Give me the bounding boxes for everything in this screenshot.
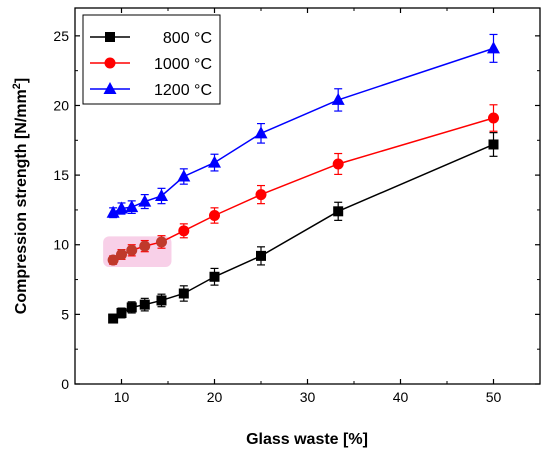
legend-marker xyxy=(104,57,116,69)
legend-label: 1200 °C xyxy=(154,82,212,99)
data-point xyxy=(116,307,127,318)
y-axis-title-end: ] xyxy=(13,78,30,83)
data-point xyxy=(126,244,138,256)
ticks-layer: 10 20 30 40 50 0 5 10 15 20 25 xyxy=(53,8,541,405)
data-point xyxy=(139,240,151,252)
data-point xyxy=(177,169,191,182)
y-tick-label: 15 xyxy=(53,167,69,183)
data-point xyxy=(331,92,345,105)
data-point xyxy=(155,236,167,248)
x-tick-label: 10 xyxy=(114,389,130,405)
series-line xyxy=(112,47,494,214)
data-point xyxy=(256,250,266,261)
data-point xyxy=(178,225,190,237)
data-point xyxy=(488,112,499,124)
data-point xyxy=(488,139,499,150)
x-tick-label: 30 xyxy=(300,389,316,405)
series-layer xyxy=(106,33,500,324)
y-tick-label: 20 xyxy=(53,97,69,113)
data-point xyxy=(487,41,500,54)
y-tick-label: 10 xyxy=(53,237,69,253)
series-line xyxy=(112,143,494,320)
x-axis-title: Glass waste [%] xyxy=(246,431,368,448)
data-point xyxy=(254,126,268,139)
data-point xyxy=(138,194,152,207)
series-3 xyxy=(106,33,500,219)
data-point xyxy=(125,200,139,213)
x-tick-label: 40 xyxy=(393,389,409,405)
legend-label: 800 °C xyxy=(163,30,212,47)
data-point xyxy=(208,155,221,168)
data-point xyxy=(107,254,119,266)
x-tick-label: 50 xyxy=(486,389,502,405)
y-axis-title: Compression strength [N/mm2] xyxy=(11,78,30,314)
data-point xyxy=(209,271,220,282)
data-point xyxy=(115,201,128,214)
y-tick-label: 5 xyxy=(61,306,69,322)
y-axis-title-main: Compression strength [N/mm xyxy=(13,89,30,314)
data-point xyxy=(178,288,189,299)
data-point xyxy=(209,209,220,221)
y-tick-label: 0 xyxy=(61,376,69,392)
data-point xyxy=(116,248,127,260)
data-point xyxy=(255,189,267,201)
legend-marker xyxy=(105,32,115,42)
data-point xyxy=(139,299,150,310)
series-line xyxy=(112,117,494,261)
data-point xyxy=(108,313,119,324)
data-point xyxy=(333,206,344,217)
legend-label: 1000 °C xyxy=(154,56,212,73)
series-2 xyxy=(107,104,499,266)
legend: 800 °C 1000 °C 1200 °C xyxy=(82,14,221,105)
y-axis-title-sup: 2 xyxy=(11,83,23,89)
data-point xyxy=(126,302,137,313)
x-tick-label: 20 xyxy=(207,389,223,405)
data-point xyxy=(156,295,167,306)
y-tick-label: 25 xyxy=(53,28,69,44)
data-point xyxy=(154,189,168,201)
data-point xyxy=(332,158,344,170)
legend-items: 800 °C 1000 °C 1200 °C xyxy=(90,30,212,99)
series-1 xyxy=(108,132,499,324)
legend-marker xyxy=(103,82,117,94)
data-point xyxy=(106,205,120,218)
